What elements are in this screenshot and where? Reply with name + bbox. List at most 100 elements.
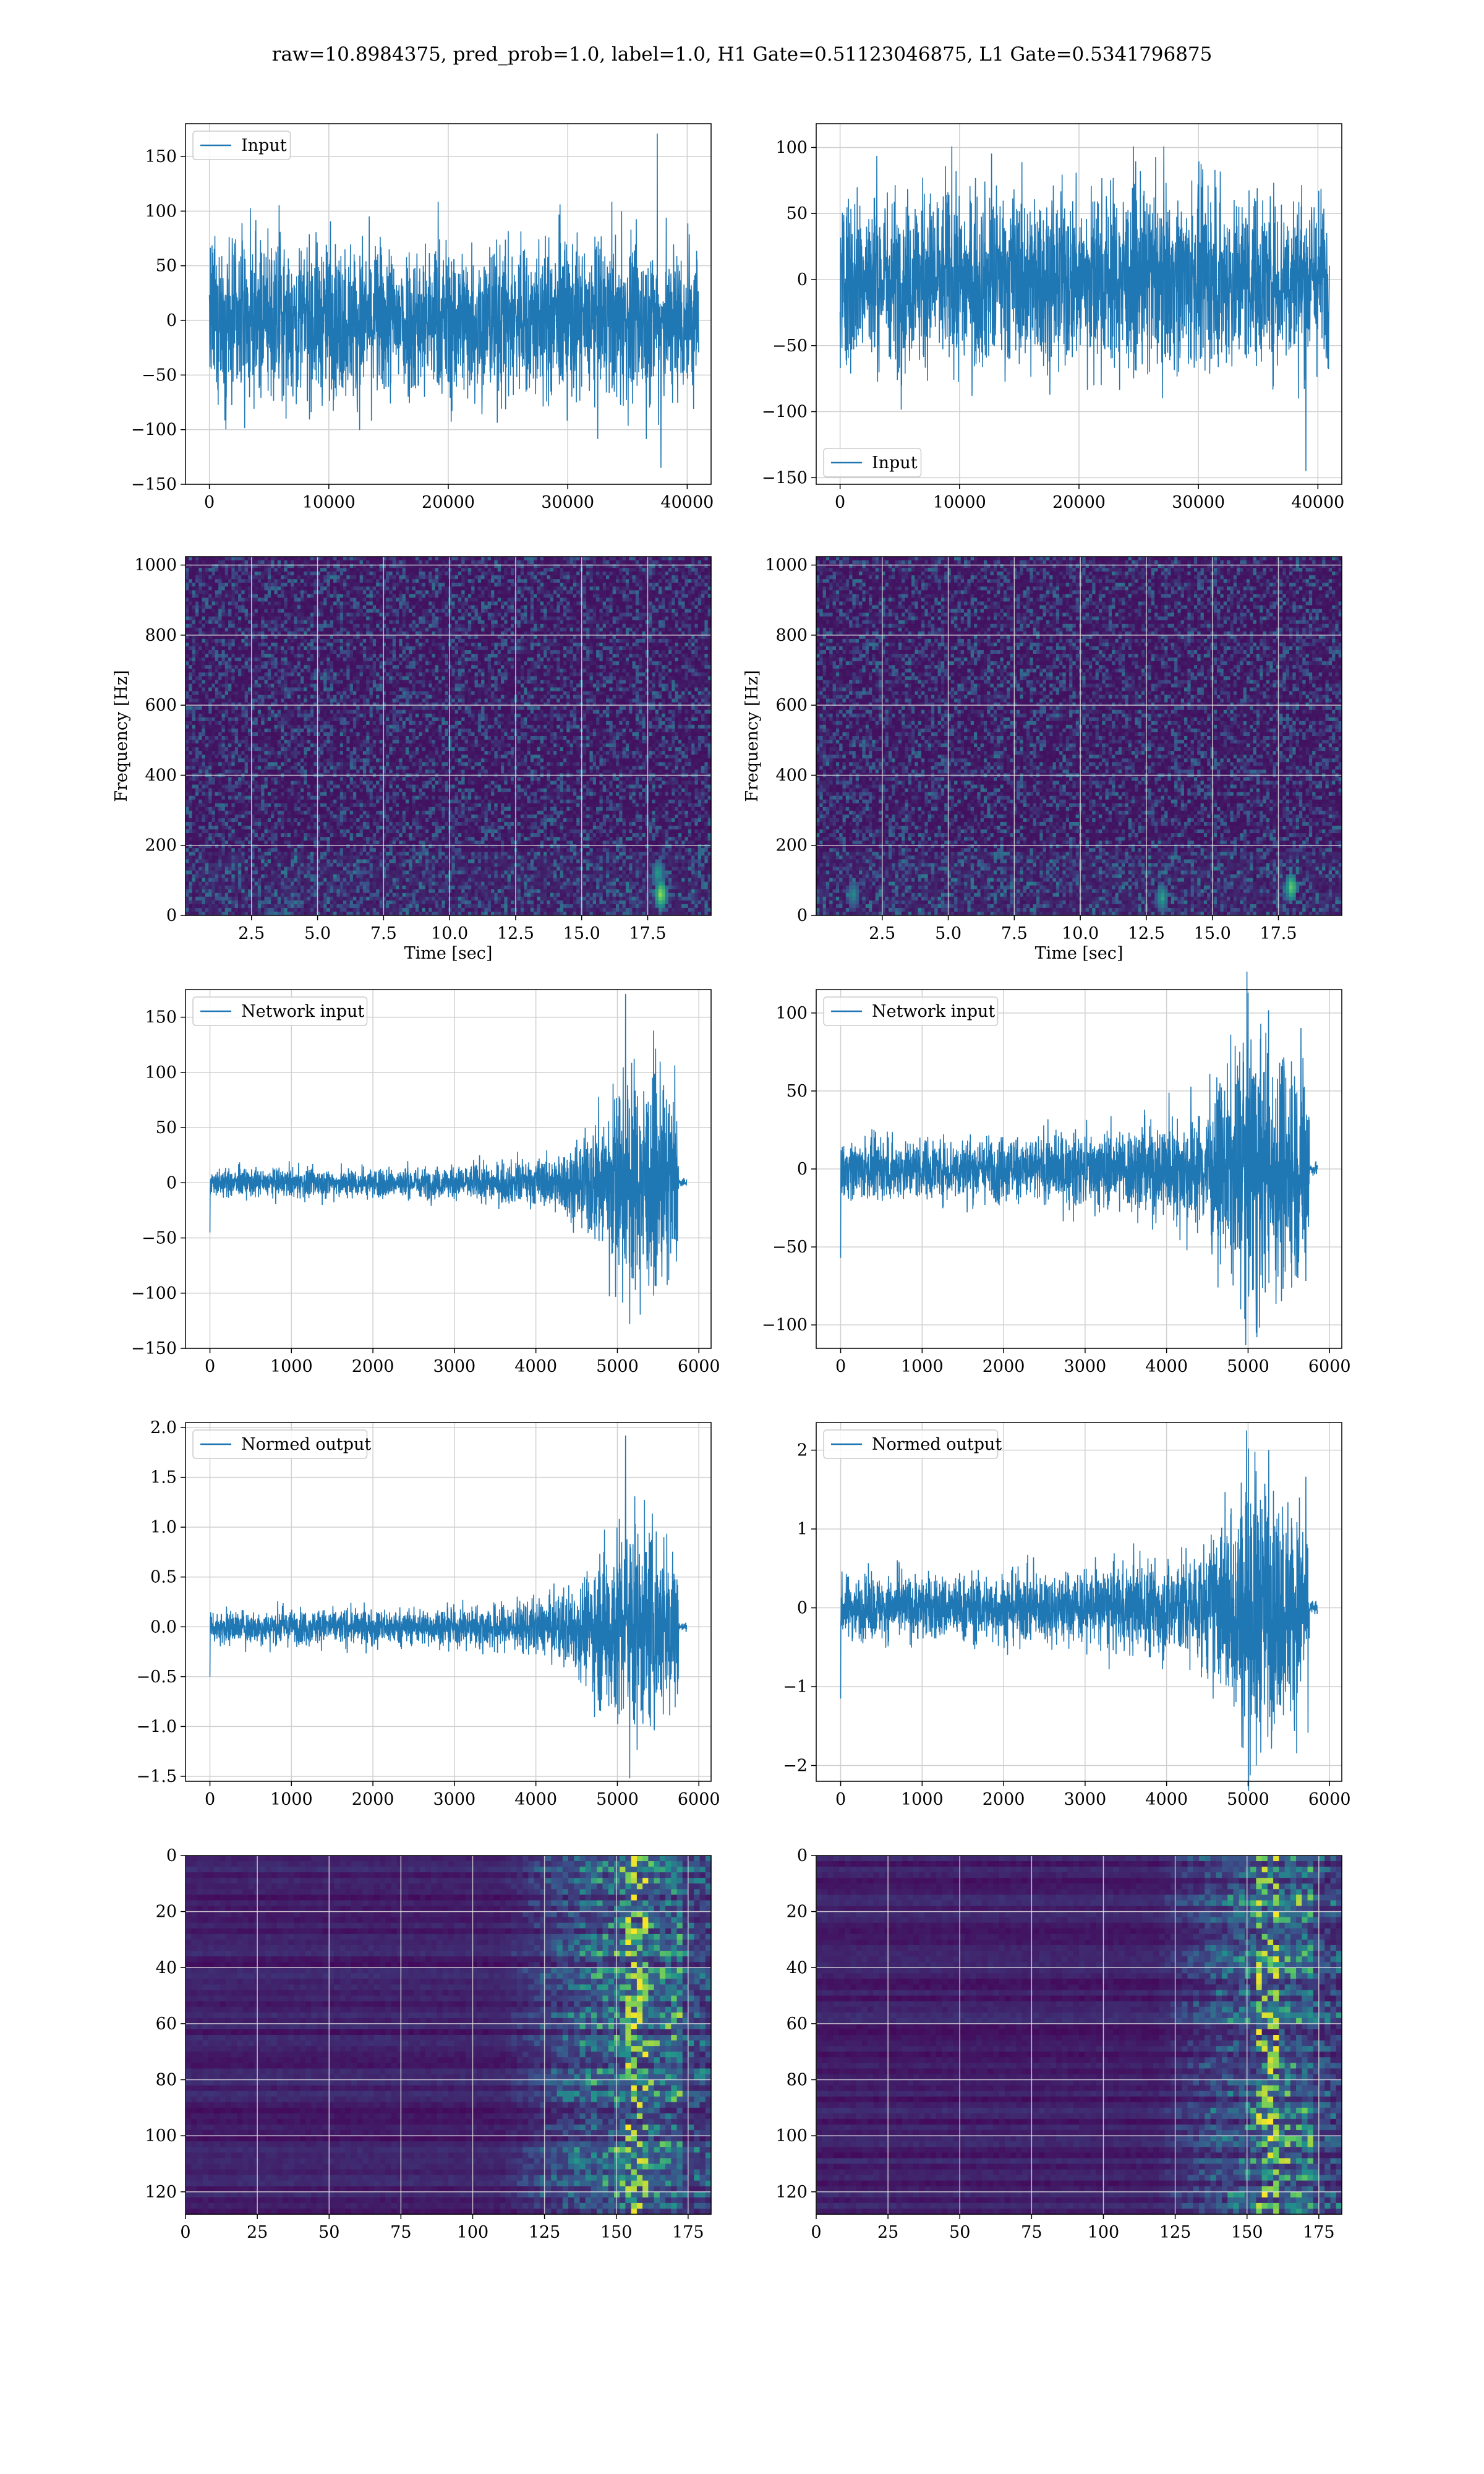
heatmap-cell: [258, 635, 262, 640]
heatmap-cell: [198, 620, 202, 625]
heatmap-cell: [304, 568, 307, 572]
heatmap-cell: [494, 590, 498, 594]
heatmap-cell: [563, 594, 567, 598]
heatmap-cell: [560, 583, 564, 587]
heatmap-cell: [278, 590, 281, 594]
heatmap-cell: [471, 560, 475, 565]
heatmap-cell: [576, 571, 580, 576]
heatmap-cell: [478, 617, 482, 621]
heatmap-cell: [422, 613, 426, 617]
heatmap-cell: [284, 639, 288, 643]
heatmap-cell: [336, 597, 340, 602]
heatmap-cell: [297, 586, 301, 591]
heatmap-cell: [484, 617, 488, 621]
heatmap-cell: [255, 609, 258, 614]
heatmap-cell: [231, 590, 235, 594]
heatmap-cell: [586, 635, 590, 640]
heatmap-cell: [350, 583, 354, 587]
heatmap-cell: [563, 628, 567, 632]
heatmap-cell: [465, 606, 469, 610]
heatmap-cell: [524, 590, 527, 594]
heatmap-cell: [425, 597, 429, 602]
heatmap-cell: [688, 609, 692, 614]
heatmap-cell: [248, 590, 252, 594]
heatmap-cell: [268, 606, 271, 610]
heatmap-cell: [481, 590, 485, 594]
heatmap-cell: [681, 590, 685, 594]
heatmap-cell: [310, 617, 314, 621]
heatmap-cell: [340, 609, 344, 614]
heatmap-cell: [685, 609, 689, 614]
heatmap-cell: [396, 602, 399, 606]
heatmap-cell: [668, 590, 672, 594]
heatmap-cell: [531, 586, 534, 591]
heatmap-cell: [491, 568, 495, 572]
heatmap-cell: [208, 606, 212, 610]
heatmap-cell: [212, 620, 216, 625]
heatmap-cell: [698, 571, 702, 576]
heatmap-cell: [547, 639, 550, 643]
heatmap-cell: [310, 583, 314, 587]
heatmap-cell: [393, 628, 396, 632]
heatmap-cell: [221, 568, 225, 572]
heatmap-cell: [399, 594, 403, 598]
heatmap-cell: [593, 579, 597, 583]
heatmap-cell: [186, 628, 189, 632]
heatmap-cell: [422, 609, 426, 614]
heatmap-cell: [501, 613, 505, 617]
heatmap-cell: [639, 628, 642, 632]
heatmap-cell: [471, 613, 475, 617]
heatmap-cell: [586, 643, 590, 647]
heatmap-cell: [438, 586, 442, 591]
heatmap-cell: [366, 646, 370, 651]
heatmap-cell: [238, 594, 242, 598]
heatmap-cell: [662, 557, 665, 561]
heatmap-cell: [531, 639, 534, 643]
heatmap-cell: [406, 590, 409, 594]
heatmap-cell: [310, 597, 314, 602]
heatmap-cell: [550, 613, 554, 617]
heatmap-cell: [540, 579, 544, 583]
heatmap-cell: [639, 613, 642, 617]
heatmap-cell: [202, 597, 206, 602]
heatmap-cell: [373, 609, 377, 614]
heatmap-cell: [589, 597, 593, 602]
heatmap-cell: [701, 606, 705, 610]
heatmap-cell: [501, 624, 505, 628]
heatmap-cell: [320, 643, 324, 647]
heatmap-cell: [376, 579, 380, 583]
heatmap-cell: [389, 617, 393, 621]
heatmap-cell: [346, 628, 350, 632]
heatmap-cell: [646, 628, 649, 632]
heatmap-cell: [613, 635, 616, 640]
heatmap-cell: [241, 568, 245, 572]
heatmap-cell: [379, 639, 383, 643]
heatmap-cell: [498, 575, 501, 580]
heatmap-cell: [297, 646, 301, 651]
heatmap-cell: [425, 606, 429, 610]
heatmap-cell: [294, 560, 297, 565]
heatmap-cell: [675, 624, 679, 628]
heatmap-cell: [310, 557, 314, 561]
heatmap-cell: [675, 586, 679, 591]
heatmap-cell: [629, 624, 633, 628]
heatmap-cell: [435, 628, 439, 632]
heatmap-cell: [396, 639, 399, 643]
heatmap-cell: [636, 597, 639, 602]
heatmap-cell: [346, 606, 350, 610]
heatmap-cell: [278, 568, 281, 572]
heatmap-cell: [231, 643, 235, 647]
heatmap-cell: [560, 635, 564, 640]
heatmap-cell: [636, 646, 639, 651]
heatmap-cell: [425, 635, 429, 640]
x-tick-label: 0: [835, 493, 845, 512]
heatmap-cell: [248, 586, 252, 591]
heatmap-cell: [218, 575, 222, 580]
heatmap-cell: [409, 557, 412, 561]
heatmap-cell: [609, 579, 613, 583]
heatmap-cell: [409, 594, 412, 598]
heatmap-cell: [225, 590, 229, 594]
heatmap-cell: [323, 575, 327, 580]
heatmap-cell: [248, 624, 252, 628]
heatmap-cell: [511, 620, 514, 625]
